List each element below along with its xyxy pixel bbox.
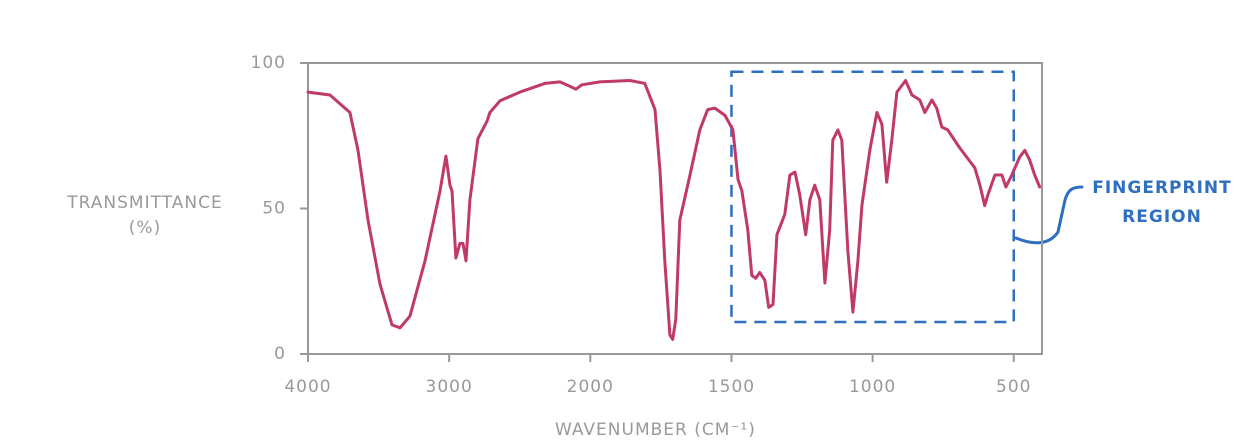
x-tick-label: 3000 (426, 377, 473, 397)
x-tick-label: 1000 (849, 377, 896, 397)
y-tick-label: 0 (274, 344, 286, 364)
annotation-bracket (1014, 185, 1084, 245)
x-tick-label: 1500 (708, 377, 755, 397)
y-tick-label: 100 (251, 53, 286, 73)
annotation: FINGERPRINT (1092, 178, 1232, 198)
y-axis-label: (%) (129, 218, 161, 238)
y-axis-label: TRANSMITTANCE (66, 193, 222, 213)
y-tick-label: 50 (262, 199, 286, 219)
x-tick-label: 4000 (284, 377, 331, 397)
x-tick-label: 2000 (567, 377, 614, 397)
x-tick-label: 500 (996, 377, 1031, 397)
fingerprint-region (730, 70, 1016, 324)
annotation: REGION (1122, 207, 1202, 227)
spectrum-line (306, 79, 1042, 341)
x-axis-label: WAVENUMBER (CM⁻¹) (555, 420, 756, 440)
